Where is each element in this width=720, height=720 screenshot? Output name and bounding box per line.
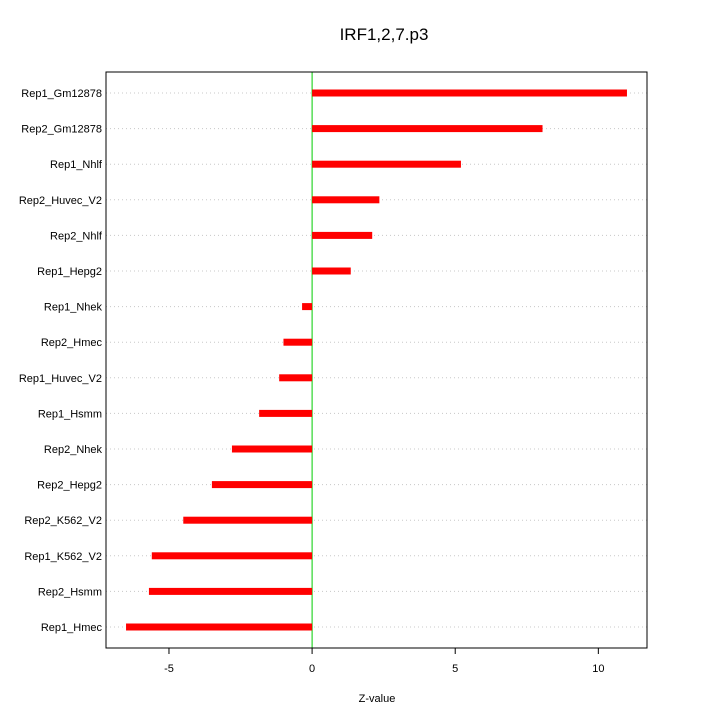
bar [211,481,313,489]
bar [312,196,380,204]
bar [148,587,313,595]
x-tick-label: 0 [309,663,315,675]
bar [312,125,543,133]
category-label: Rep2_Gm12878 [21,124,102,136]
category-label: Rep1_Nhek [44,302,103,314]
bar [231,445,313,453]
category-label: Rep1_Hsmm [38,408,102,420]
category-label: Rep2_Hsmm [38,586,102,598]
bar [302,303,313,311]
gridlines [106,92,647,628]
bar [283,338,313,346]
chart-title: IRF1,2,7.p3 [340,25,429,44]
category-label: Rep1_Huvec_V2 [19,373,102,385]
x-tick-label: -5 [164,663,174,675]
bar [259,409,313,417]
bar [279,374,313,382]
category-label: Rep1_K562_V2 [24,551,102,563]
bar [312,231,373,239]
x-axis-title: Z-value [359,693,396,705]
category-label: Rep1_Hmec [41,622,103,634]
bar [151,552,313,560]
category-label: Rep2_Huvec_V2 [19,195,102,207]
x-axis: -5 0 5 10 [164,647,604,675]
category-label: Rep2_K562_V2 [24,515,102,527]
category-label: Rep2_Hmec [41,337,103,349]
category-label: Rep2_Nhek [44,444,103,456]
category-label: Rep2_Nhlf [50,230,103,242]
category-label: Rep1_Gm12878 [21,88,102,100]
x-tick-label: 10 [592,663,604,675]
plot-frame [105,71,648,649]
x-tick-label: 5 [452,663,458,675]
bar [312,89,627,97]
bar [183,516,313,524]
bars [126,89,627,631]
bar [312,160,461,168]
category-label: Rep1_Nhlf [50,159,103,171]
bar [126,623,313,631]
category-label: Rep1_Hepg2 [37,266,102,278]
category-label: Rep2_Hepg2 [37,480,102,492]
bar [312,267,351,275]
category-labels: Rep1_Gm12878 Rep2_Gm12878 Rep1_Nhlf Rep2_Hu… [19,88,103,634]
